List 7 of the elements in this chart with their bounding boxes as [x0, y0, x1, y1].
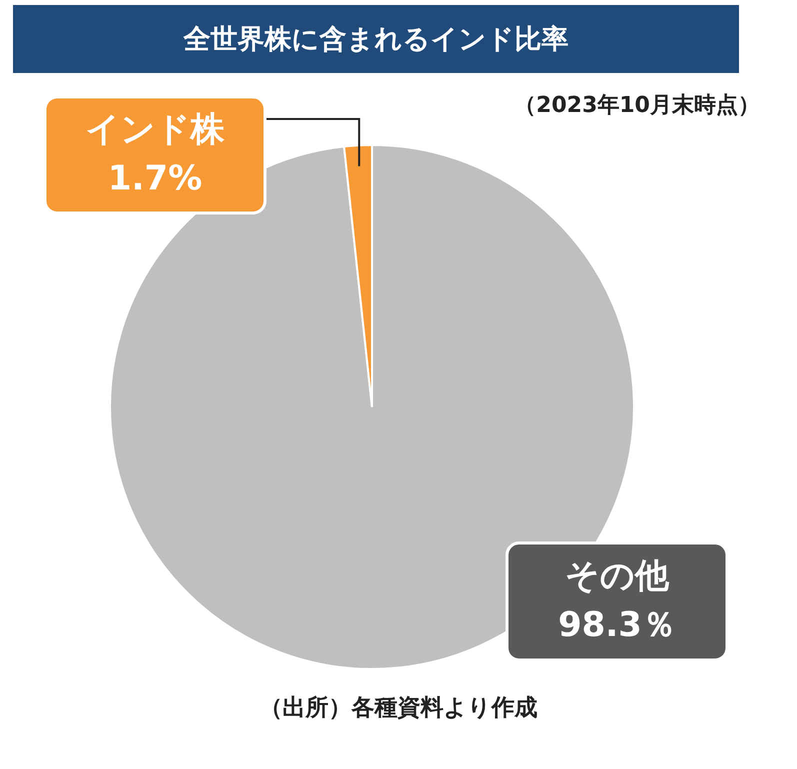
chart-subtitle: （2023年10月末時点） [513, 92, 760, 120]
text: （出所）各種資料より作成 [258, 694, 538, 723]
data-label: 98.3％ [558, 605, 676, 646]
slice-label: その他 [565, 556, 670, 596]
slice-label: インド株 [86, 110, 226, 150]
data-label: 1.7% [108, 158, 202, 198]
chart-title: 全世界株に含まれるインド比率 [13, 5, 739, 73]
